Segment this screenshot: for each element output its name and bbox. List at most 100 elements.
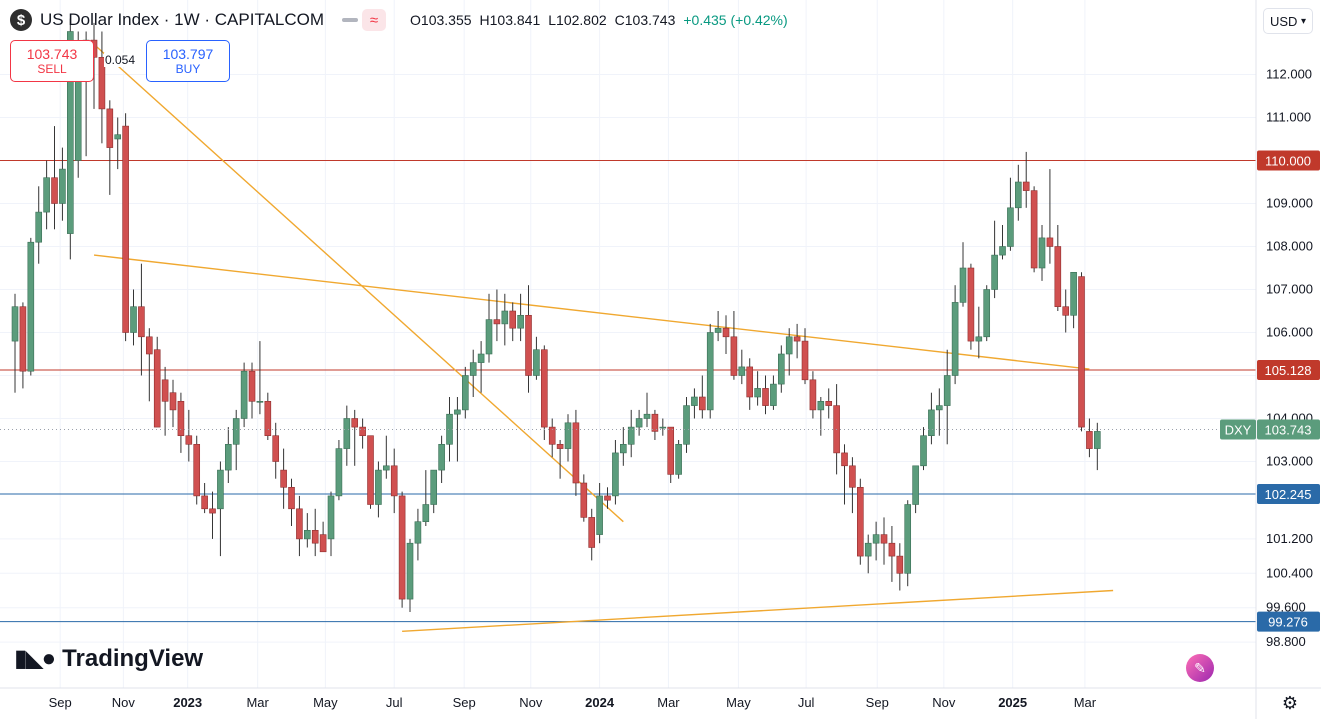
candle-body [1030, 190, 1038, 269]
candle-body [35, 211, 43, 243]
tradingview-logo-icon: ▮◣● [14, 645, 56, 672]
wave-icon[interactable]: ≈ [362, 9, 387, 31]
candle-body [817, 400, 825, 411]
ohlc-values: O103.355 H103.841 L102.802 C103.743 +0.4… [410, 12, 788, 28]
candle-body [59, 168, 66, 204]
candle-body [541, 349, 548, 428]
candle-body [177, 400, 185, 436]
x-tick-label: 2024 [585, 695, 615, 710]
candle-body [943, 375, 951, 406]
y-tick-label: 101.200 [1266, 531, 1313, 546]
candle-body [841, 452, 848, 467]
x-tick-label: Nov [932, 695, 956, 710]
candle-body [264, 400, 272, 436]
current-price-tag [1257, 419, 1320, 440]
candle-body [904, 504, 912, 574]
open-value: O103.355 [410, 12, 472, 28]
candle-body [153, 349, 161, 428]
low-value: L102.802 [548, 12, 607, 28]
level-price-tag [1257, 611, 1320, 632]
candle-body [699, 396, 706, 411]
candle-body [469, 362, 477, 376]
candle-body [390, 465, 398, 497]
candle-body [564, 422, 572, 449]
candle-body [225, 443, 232, 471]
candle-body [288, 486, 295, 510]
candle-body [580, 482, 588, 518]
current-price-label: 103.743 [1265, 423, 1312, 438]
candle-body [533, 349, 540, 376]
candle-body [936, 405, 943, 411]
candle-body [27, 241, 35, 372]
buy-button[interactable]: 103.797 BUY [146, 40, 230, 82]
candle-body [754, 388, 761, 398]
candle-body [525, 314, 532, 376]
dollar-sign-icon: $ [10, 9, 32, 31]
candle-body [683, 405, 690, 445]
brush-icon[interactable]: ✎ [1186, 654, 1214, 682]
candle-body [620, 443, 627, 454]
candle-body [201, 495, 208, 510]
candle-body [1062, 306, 1070, 316]
candle-body [169, 392, 177, 411]
indicator-toggle[interactable]: ≈ [342, 9, 387, 31]
candle-body [462, 375, 469, 411]
candle-body [430, 469, 438, 505]
currency-selector[interactable]: USD ▾ [1263, 8, 1313, 34]
y-tick-label: 103.000 [1266, 454, 1313, 469]
candle-body [770, 383, 777, 406]
candle-body [872, 534, 880, 544]
candle-body [367, 435, 374, 505]
x-tick-label: 2023 [173, 695, 202, 710]
x-tick-label: Mar [246, 695, 269, 710]
trendline[interactable] [402, 589, 1114, 633]
candle-body [509, 310, 517, 329]
candle-body [138, 306, 145, 338]
candle-body [667, 426, 675, 475]
candle-body [114, 134, 122, 140]
candle-body [446, 413, 453, 445]
y-tick-label: 109.000 [1266, 196, 1313, 211]
symbol-title[interactable]: US Dollar Index · 1W · CAPITALCOM [40, 10, 325, 29]
candle-body [730, 336, 738, 376]
level-price-tag [1257, 150, 1320, 171]
candle-body [11, 306, 19, 342]
candle-body [825, 400, 833, 406]
candle-body [659, 426, 667, 429]
candle-body [588, 517, 596, 548]
y-tick-label: 111.000 [1266, 110, 1311, 125]
x-tick-label: 2025 [998, 695, 1027, 710]
candle-body [454, 409, 461, 415]
candle-body [1046, 237, 1054, 247]
candle-body [383, 465, 390, 471]
candle-body [548, 426, 556, 445]
y-tick-label: 98.800 [1266, 634, 1306, 649]
candle-body [335, 448, 343, 497]
y-tick-label: 99.600 [1266, 600, 1306, 615]
candle-body [1094, 431, 1101, 449]
minimize-icon[interactable] [342, 18, 359, 22]
trendline[interactable] [93, 254, 1090, 370]
candle-body [1022, 181, 1030, 191]
trendline[interactable] [93, 43, 624, 523]
currency-value: USD [1270, 13, 1298, 29]
candle-body [572, 422, 580, 484]
settings-icon[interactable]: ⚙ [1281, 692, 1299, 713]
x-tick-label: Nov [519, 695, 543, 710]
candle-body [896, 555, 904, 574]
candle-body [991, 254, 998, 290]
x-tick-label: Sep [453, 695, 476, 710]
candle-body [651, 413, 659, 432]
candle-body [1054, 246, 1062, 308]
close-value: C103.743 [614, 12, 676, 28]
candle-body [912, 465, 919, 505]
candle-body [67, 31, 74, 234]
candle-body [51, 177, 58, 204]
change-value: +0.435 (+0.42%) [683, 12, 788, 28]
candle-body [1070, 271, 1077, 316]
candle-body [517, 314, 524, 329]
x-axis[interactable]: Sep Nov 2023 Mar May Jul Sep Nov 2024 Mar May Jul Se… [49, 695, 1097, 710]
x-tick-label: Jul [798, 695, 815, 710]
sell-button[interactable]: 103.743 SELL [10, 40, 94, 82]
